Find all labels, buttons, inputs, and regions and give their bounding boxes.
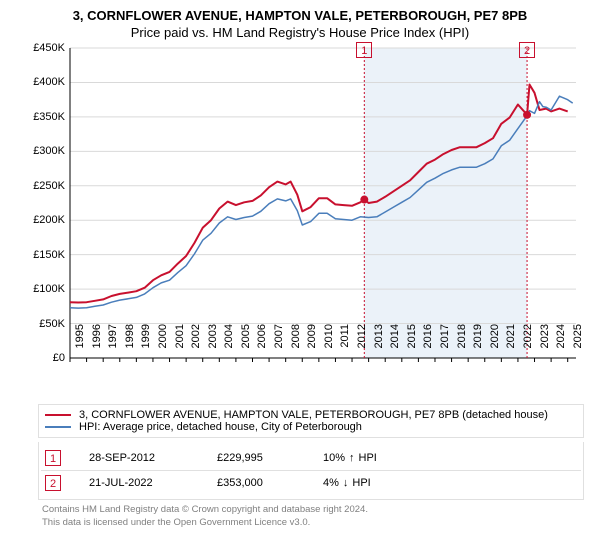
y-tick-label: £200K bbox=[33, 214, 65, 226]
legend-row-subject: 3, CORNFLOWER AVENUE, HAMPTON VALE, PETE… bbox=[41, 409, 581, 421]
x-tick-label: 2017 bbox=[439, 324, 451, 362]
footer-text: Contains HM Land Registry data © Crown c… bbox=[38, 504, 584, 530]
x-tick-label: 2018 bbox=[456, 324, 468, 362]
x-tick-label: 1998 bbox=[124, 324, 136, 362]
legend-row-hpi: HPI: Average price, detached house, City… bbox=[41, 421, 581, 433]
y-tick-label: £250K bbox=[33, 180, 65, 192]
x-tick-label: 2003 bbox=[207, 324, 219, 362]
sale-date: 21-JUL-2022 bbox=[89, 477, 189, 489]
sale-arrow-icon: ↓ bbox=[343, 477, 349, 489]
event-marker: 1 bbox=[356, 42, 372, 58]
sale-arrow-icon: ↑ bbox=[349, 452, 355, 464]
y-tick-label: £0 bbox=[53, 352, 65, 364]
x-tick-label: 2000 bbox=[157, 324, 169, 362]
x-tick-label: 2005 bbox=[240, 324, 252, 362]
x-tick-label: 2011 bbox=[339, 324, 351, 362]
x-tick-label: 2001 bbox=[174, 324, 186, 362]
sale-row: 2 21-JUL-2022 £353,000 4% ↓ HPI bbox=[41, 471, 581, 495]
sale-hpi: 4% ↓ HPI bbox=[323, 477, 371, 489]
chart-title: 3, CORNFLOWER AVENUE, HAMPTON VALE, PETE… bbox=[0, 0, 600, 23]
sale-suffix: HPI bbox=[352, 477, 370, 489]
x-tick-label: 2024 bbox=[555, 324, 567, 362]
chart-subtitle: Price paid vs. HM Land Registry's House … bbox=[0, 23, 600, 40]
x-tick-label: 2007 bbox=[273, 324, 285, 362]
x-tick-label: 2006 bbox=[256, 324, 268, 362]
x-tick-label: 2013 bbox=[373, 324, 385, 362]
x-tick-label: 2004 bbox=[223, 324, 235, 362]
legend-swatch-hpi bbox=[45, 426, 71, 428]
x-tick-label: 1999 bbox=[140, 324, 152, 362]
x-tick-label: 2012 bbox=[356, 324, 368, 362]
chart-container: 3, CORNFLOWER AVENUE, HAMPTON VALE, PETE… bbox=[0, 0, 600, 560]
legend-area: 3, CORNFLOWER AVENUE, HAMPTON VALE, PETE… bbox=[38, 404, 584, 500]
x-tick-label: 2023 bbox=[539, 324, 551, 362]
x-tick-label: 2025 bbox=[572, 324, 584, 362]
x-tick-label: 2021 bbox=[505, 324, 517, 362]
y-tick-label: £150K bbox=[33, 249, 65, 261]
footer-line1: Contains HM Land Registry data © Crown c… bbox=[42, 504, 584, 517]
y-tick-label: £350K bbox=[33, 111, 65, 123]
legend-swatch-subject bbox=[45, 414, 71, 416]
chart-plot: £0 £50K £100K £150K £200K £250K £300K £350K £400… bbox=[20, 46, 580, 392]
sale-hpi: 10% ↑ HPI bbox=[323, 452, 377, 464]
sale-date: 28-SEP-2012 bbox=[89, 452, 189, 464]
sale-suffix: HPI bbox=[359, 452, 377, 464]
sale-pct: 10% bbox=[323, 452, 345, 464]
x-tick-label: 1995 bbox=[74, 324, 86, 362]
x-tick-label: 2016 bbox=[422, 324, 434, 362]
sale-row: 1 28-SEP-2012 £229,995 10% ↑ HPI bbox=[41, 446, 581, 471]
x-tick-label: 1997 bbox=[107, 324, 119, 362]
y-tick-label: £100K bbox=[33, 283, 65, 295]
footer-line2: This data is licensed under the Open Gov… bbox=[42, 517, 584, 530]
x-tick-label: 2010 bbox=[323, 324, 335, 362]
legend-box: 3, CORNFLOWER AVENUE, HAMPTON VALE, PETE… bbox=[38, 404, 584, 438]
sale-marker: 2 bbox=[45, 475, 61, 491]
x-tick-label: 2014 bbox=[389, 324, 401, 362]
x-tick-label: 2020 bbox=[489, 324, 501, 362]
legend-label-hpi: HPI: Average price, detached house, City… bbox=[79, 421, 362, 433]
x-tick-label: 1996 bbox=[91, 324, 103, 362]
y-tick-label: £50K bbox=[39, 318, 65, 330]
x-tick-label: 2019 bbox=[472, 324, 484, 362]
sale-price: £229,995 bbox=[217, 452, 295, 464]
sale-price: £353,000 bbox=[217, 477, 295, 489]
legend-label-subject: 3, CORNFLOWER AVENUE, HAMPTON VALE, PETE… bbox=[79, 409, 548, 421]
sale-marker: 1 bbox=[45, 450, 61, 466]
x-tick-label: 2008 bbox=[290, 324, 302, 362]
sales-box: 1 28-SEP-2012 £229,995 10% ↑ HPI 2 21-JUL-202… bbox=[38, 442, 584, 500]
x-tick-label: 2002 bbox=[190, 324, 202, 362]
y-tick-label: £300K bbox=[33, 145, 65, 157]
x-tick-label: 2009 bbox=[306, 324, 318, 362]
event-marker: 2 bbox=[519, 42, 535, 58]
sale-pct: 4% bbox=[323, 477, 339, 489]
y-tick-label: £450K bbox=[33, 42, 65, 54]
x-tick-label: 2015 bbox=[406, 324, 418, 362]
x-tick-label: 2022 bbox=[522, 324, 534, 362]
y-tick-label: £400K bbox=[33, 76, 65, 88]
